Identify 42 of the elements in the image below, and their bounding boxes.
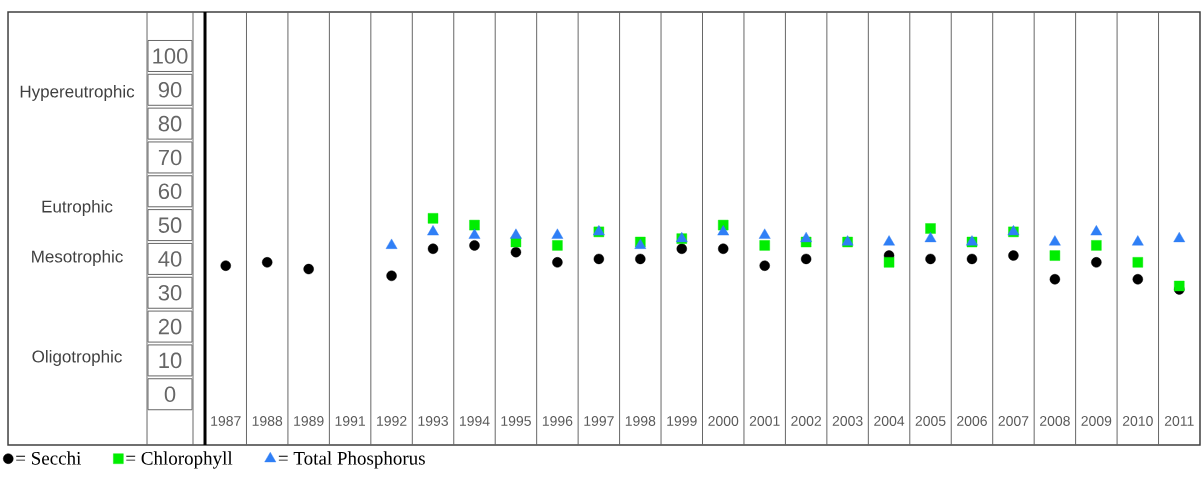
y-tick-label: 30 (158, 284, 182, 301)
y-tick-label: 100 (153, 48, 188, 64)
x-tick-label: 2011 (1164, 416, 1194, 426)
y-tick-label: 20 (158, 318, 182, 335)
y-tick-label: 80 (158, 115, 182, 132)
x-tick-label: 1996 (542, 416, 573, 426)
text: Eutrophic (42, 200, 113, 216)
x-tick-label: 1997 (584, 416, 614, 426)
x-tick-label: 2007 (998, 416, 1029, 426)
x-tick-label: 2009 (1081, 416, 1112, 426)
x-tick-label: 2000 (708, 416, 739, 426)
y-tick-label: 60 (158, 183, 182, 200)
y-tick-label: 70 (158, 149, 182, 166)
x-tick-label: 1988 (252, 416, 283, 426)
text: Hypereutrophic (20, 85, 135, 101)
x-tick-label: 1991 (335, 416, 365, 426)
x-tick-label: 2010 (1122, 416, 1153, 426)
x-tick-label: 1992 (377, 416, 407, 426)
x-tick-label: 2008 (1040, 416, 1070, 426)
x-tick-label: 1999 (667, 416, 697, 426)
x-tick-label: 1998 (625, 416, 656, 426)
x-tick-label: 2001 (749, 416, 780, 426)
x-tick-label: 1993 (418, 416, 448, 426)
y-tick-label: 40 (158, 251, 182, 267)
x-tick-label: 1995 (501, 416, 531, 426)
x-tick-label: 2006 (957, 416, 987, 426)
y-tick-label: 10 (159, 352, 182, 369)
legend-label: = Chlorophyll (126, 451, 233, 469)
text: Oligotrophic (32, 350, 122, 366)
text: Mesotrophic (32, 250, 123, 266)
legend-label: = Total Phosphorus (278, 451, 425, 469)
y-tick-label: 50 (158, 217, 182, 233)
y-tick-label: 90 (158, 82, 182, 98)
x-tick-label: 1987 (211, 416, 241, 426)
x-tick-label: 2003 (832, 416, 863, 426)
x-tick-label: 2005 (915, 416, 946, 426)
x-tick-label: 1989 (294, 416, 324, 426)
x-tick-label: 2002 (791, 416, 822, 426)
x-tick-label: 2004 (874, 416, 905, 426)
y-tick-label: 0 (164, 386, 176, 403)
x-tick-label: 1994 (459, 416, 490, 426)
legend-label: = Secchi (16, 451, 81, 465)
